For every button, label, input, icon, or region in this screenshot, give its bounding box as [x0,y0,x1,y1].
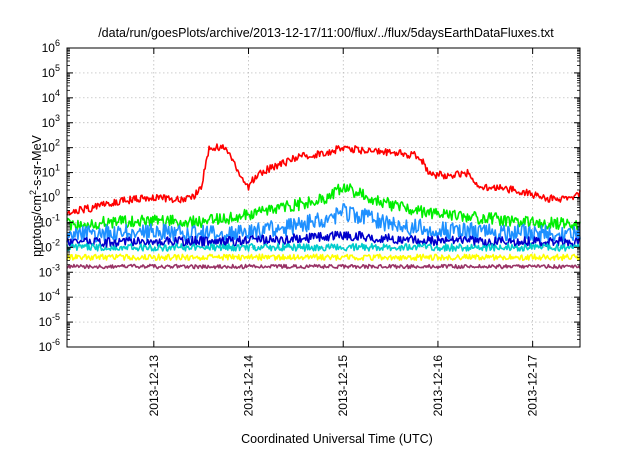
y-tick-label-base: 10 [42,41,56,55]
y-tick-label-exponent: -6 [52,337,60,347]
y-tick-label-exponent: -3 [52,262,60,272]
y-tick-label-base: 10 [39,240,53,254]
y-tick-label-exponent: -4 [52,287,60,297]
y-axis-label-prefix: protons/cm [30,195,44,257]
y-tick-label: 10-1 [39,212,60,229]
y-tick-label-exponent: 4 [55,88,60,98]
y-tick-label-exponent: 5 [55,63,60,73]
y-tick-label-base: 10 [39,340,53,354]
x-tick-label: 2013-12-16 [431,355,445,417]
y-tick-label-exponent: 3 [55,113,60,123]
plot-frame [66,47,581,348]
series-line [66,253,581,261]
y-tick-label: 101 [42,163,60,180]
y-tick-label-base: 10 [39,215,53,229]
x-tick-label: 2013-12-15 [336,355,350,417]
series-line [66,183,581,232]
y-tick-label-base: 10 [42,116,56,130]
y-tick-label-base: 10 [42,66,56,80]
y-tick-label: 10-5 [39,312,60,329]
series-layer [66,143,581,270]
y-axis-label-suffix: -s-sr-MeV [30,134,44,190]
y-tick-label: 10-4 [39,287,60,304]
x-tick-label: 2013-12-13 [147,355,161,417]
y-tick-label-base: 10 [42,191,56,205]
y-tick-label-exponent: 2 [55,138,60,148]
y-tick-label-base: 10 [42,91,56,105]
y-tick-label-exponent: 6 [55,38,60,48]
y-tick-label: 100 [42,188,60,205]
series-line [66,203,581,244]
y-tick-label-base: 10 [39,315,53,329]
y-tick-label: 10-2 [39,237,60,254]
series-line [66,143,581,216]
y-tick-label: 10-3 [39,262,60,279]
x-axis-label: Coordinated Universal Time (UTC) [241,432,433,446]
y-tick-label: 106 [42,38,60,55]
y-tick-label: 103 [42,113,60,130]
y-tick-label-base: 10 [42,166,56,180]
y-axis-label: protons/cm2-s-sr-MeV [28,134,44,256]
series-line [66,263,581,270]
y-tick-label: 102 [42,138,60,155]
series-line [66,242,581,252]
y-axis-label-superscript: 2 [28,190,38,195]
y-tick-label-exponent: 1 [55,163,60,173]
y-tick-label-exponent: -5 [52,312,60,322]
y-tick-label-exponent: 0 [55,188,60,198]
axes: 10-610-510-410-310-210-11001011021031041… [39,38,581,417]
y-tick-label-base: 10 [39,265,53,279]
y-tick-label: 105 [42,63,60,80]
x-tick-label: 2013-12-17 [526,355,540,417]
x-tick-label: 2013-12-14 [242,355,256,417]
y-tick-label: 104 [42,88,60,105]
y-tick-label-base: 10 [39,290,53,304]
y-tick-label-base: 10 [42,141,56,155]
y-tick-label-exponent: -1 [52,212,60,222]
y-tick-label: 10-6 [39,337,60,354]
chart-title: /data/run/goesPlots/archive/2013-12-17/1… [98,26,554,40]
series-line [66,230,581,248]
y-tick-label-exponent: -2 [52,237,60,247]
